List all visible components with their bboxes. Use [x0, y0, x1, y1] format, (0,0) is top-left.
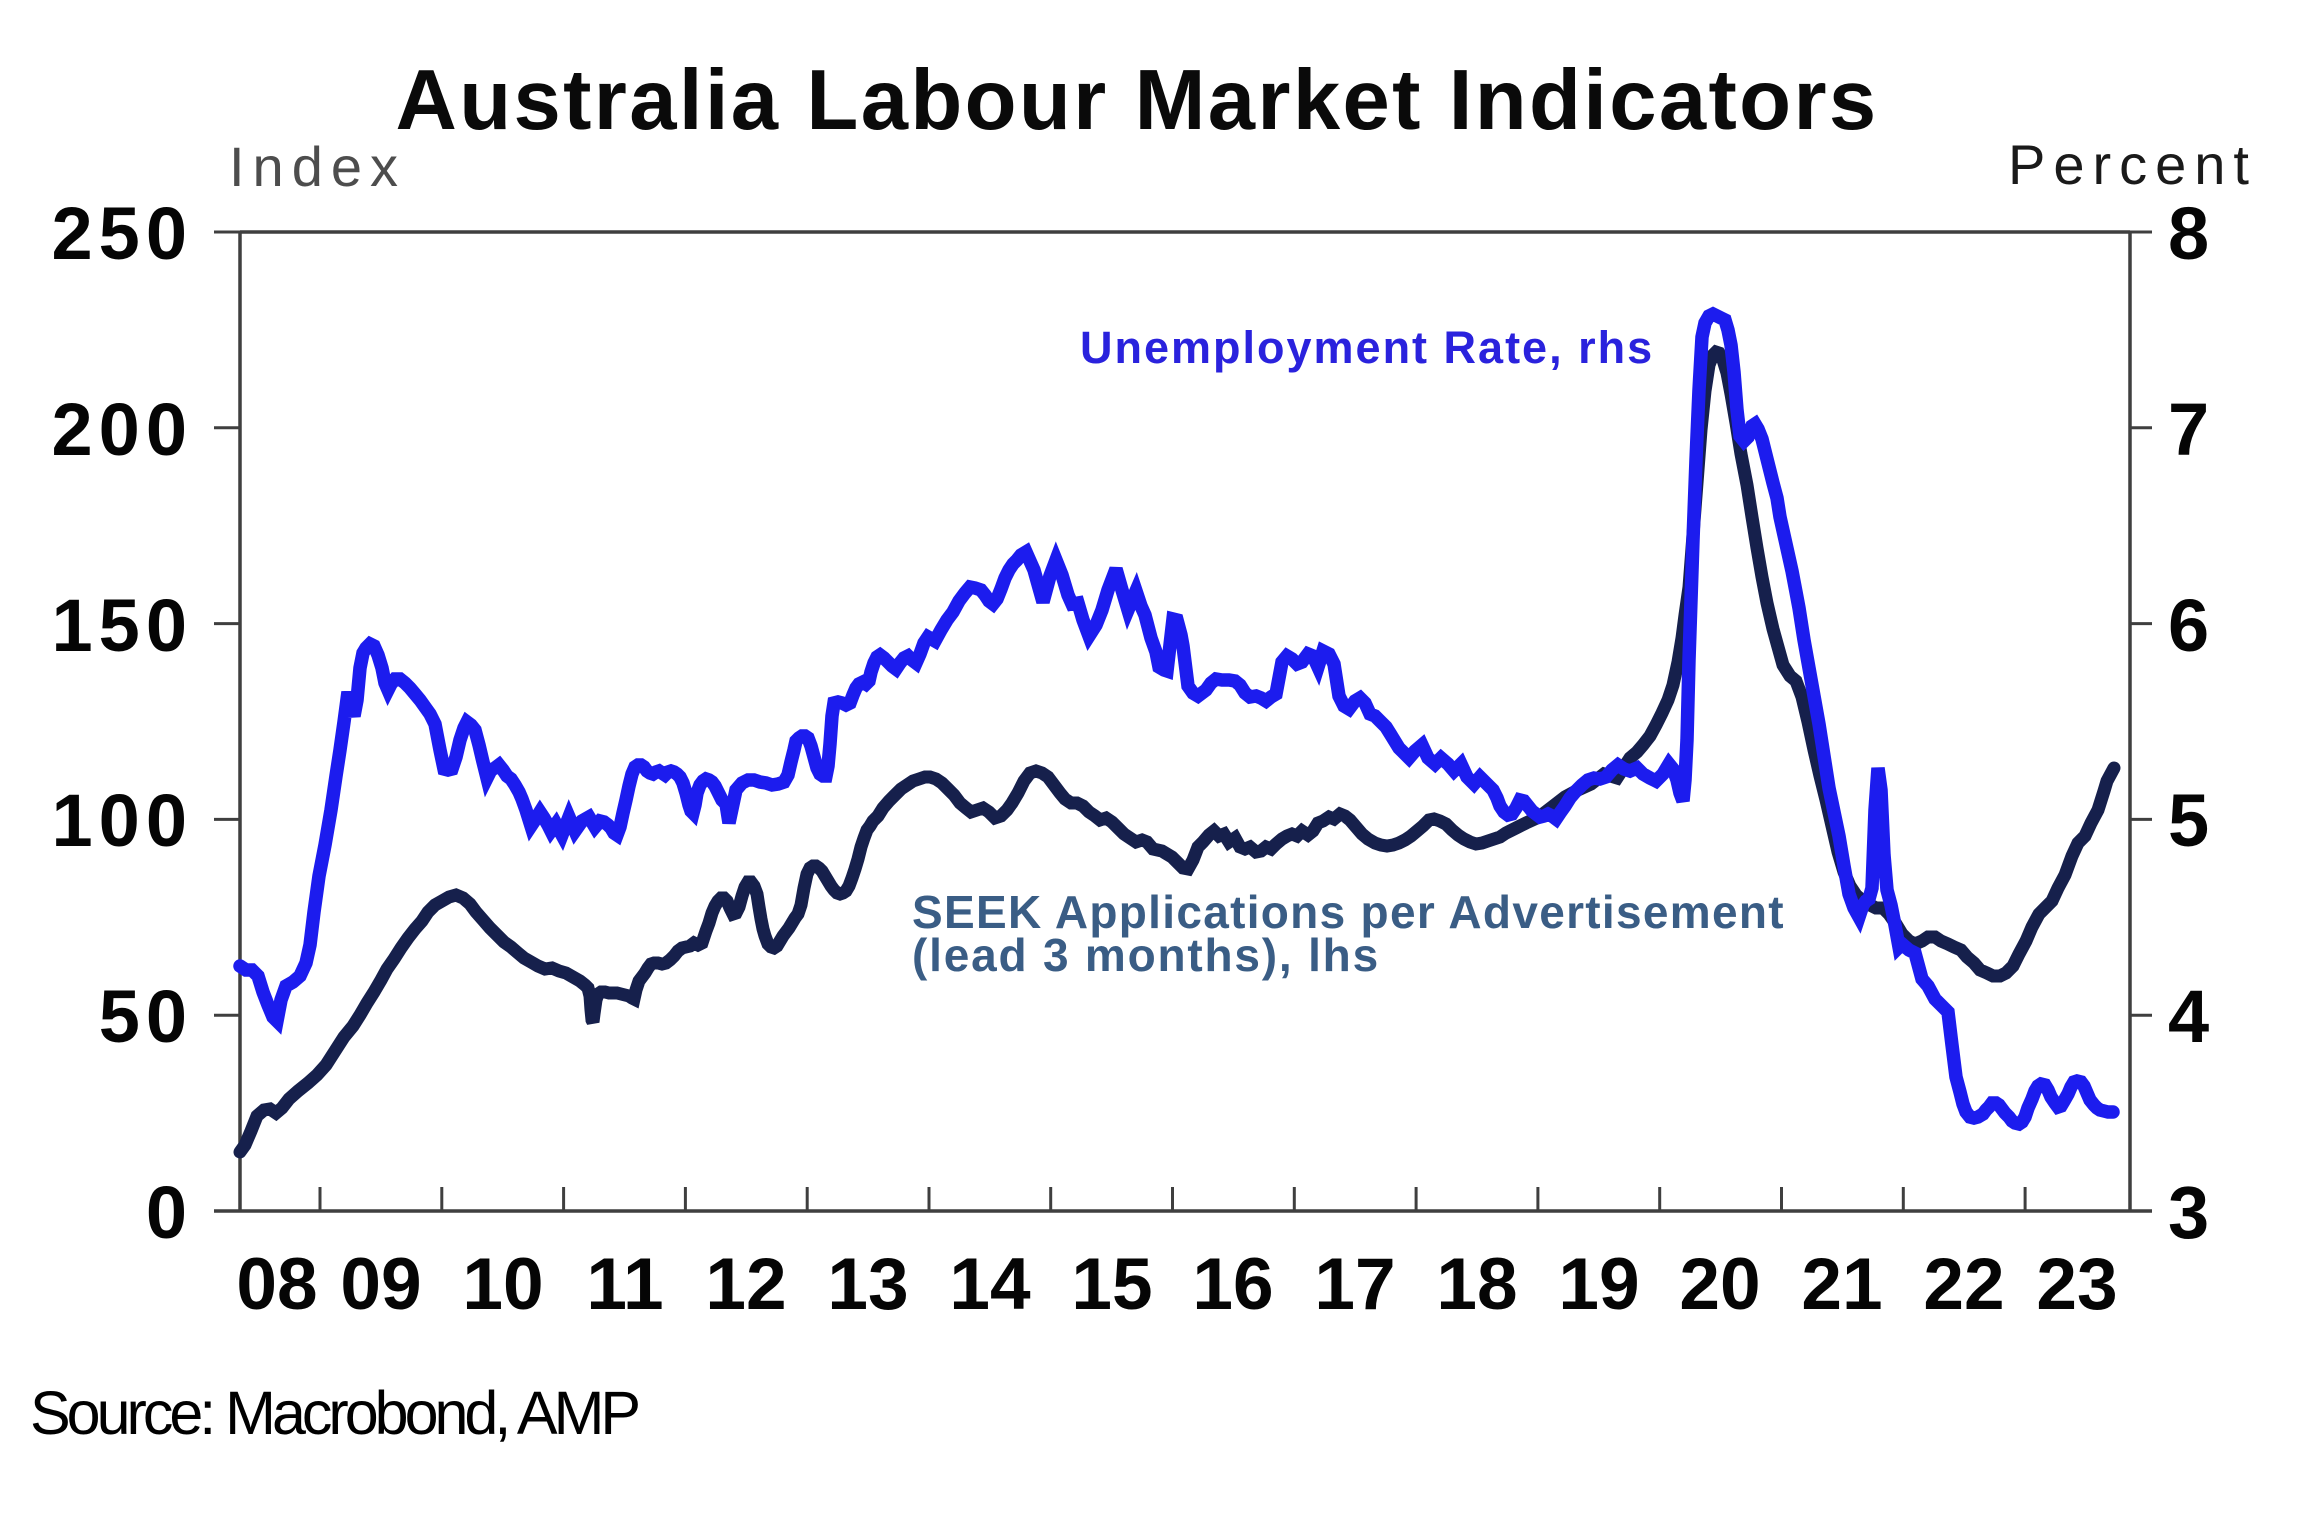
svg-text:09: 09	[340, 1244, 421, 1325]
svg-text:250: 250	[52, 192, 193, 275]
svg-text:150: 150	[52, 584, 193, 667]
svg-text:10: 10	[462, 1244, 543, 1325]
svg-text:100: 100	[52, 779, 193, 862]
svg-text:13: 13	[827, 1244, 908, 1325]
svg-text:16: 16	[1192, 1244, 1273, 1325]
svg-text:17: 17	[1314, 1244, 1395, 1325]
svg-text:3: 3	[2168, 1171, 2209, 1254]
svg-text:200: 200	[52, 388, 193, 471]
svg-text:19: 19	[1558, 1244, 1639, 1325]
svg-text:0: 0	[146, 1171, 193, 1254]
svg-text:7: 7	[2168, 388, 2209, 471]
svg-text:SEEK Applications per Advertis: SEEK Applications per Advertisement	[912, 886, 1785, 938]
svg-text:(lead 3 months), lhs: (lead 3 months), lhs	[912, 929, 1380, 981]
svg-text:21: 21	[1801, 1244, 1882, 1325]
svg-text:20: 20	[1679, 1244, 1760, 1325]
svg-text:6: 6	[2168, 584, 2209, 667]
svg-text:18: 18	[1436, 1244, 1517, 1325]
svg-text:14: 14	[949, 1244, 1031, 1325]
svg-text:15: 15	[1071, 1244, 1152, 1325]
svg-text:Percent: Percent	[2008, 133, 2257, 196]
svg-text:12: 12	[705, 1244, 786, 1325]
svg-text:5: 5	[2168, 779, 2209, 862]
svg-text:8: 8	[2168, 192, 2209, 275]
svg-text:Unemployment Rate, rhs: Unemployment Rate, rhs	[1080, 322, 1654, 373]
svg-text:Australia Labour Market Indica: Australia Labour Market Indicators	[395, 53, 1878, 148]
svg-text:23: 23	[2036, 1244, 2117, 1325]
svg-text:22: 22	[1923, 1244, 2004, 1325]
svg-text:11: 11	[586, 1244, 663, 1325]
svg-text:4: 4	[2168, 975, 2209, 1058]
svg-text:50: 50	[99, 975, 193, 1058]
svg-text:Index: Index	[229, 135, 406, 198]
svg-text:Source: Macrobond, AMP: Source: Macrobond, AMP	[30, 1379, 638, 1447]
svg-text:08: 08	[236, 1244, 317, 1325]
